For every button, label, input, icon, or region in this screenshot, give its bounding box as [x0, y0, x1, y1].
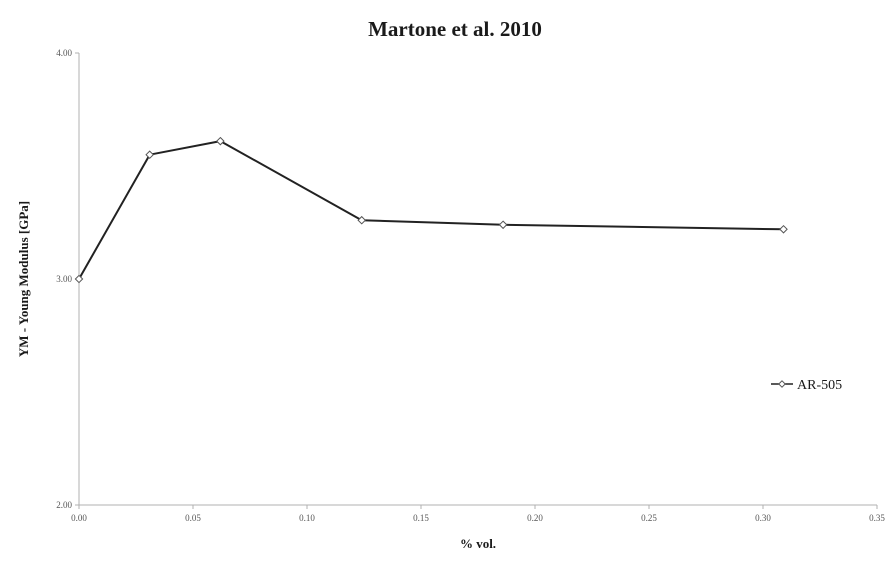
- x-axis-ticks: 0.00 0.05 0.10 0.15 0.20 0.25 0.30 0.35: [71, 505, 885, 523]
- axes: [78, 53, 877, 506]
- x-tick-label: 0.20: [527, 513, 543, 523]
- data-point: [74, 274, 84, 284]
- legend-marker-swatch: [778, 380, 786, 388]
- y-axis-label: YM - Young Modulus [GPa]: [16, 201, 31, 357]
- x-tick-label: 0.00: [71, 513, 87, 523]
- data-point: [216, 136, 225, 146]
- y-tick-label: 2.00: [56, 500, 72, 510]
- data-point: [357, 215, 367, 225]
- legend-label: AR-505: [797, 378, 842, 393]
- x-tick-label: 0.35: [869, 513, 885, 523]
- y-tick-label: 3.00: [56, 274, 72, 284]
- data-point: [498, 220, 508, 230]
- x-tick-label: 0.30: [755, 513, 771, 523]
- x-tick-label: 0.05: [185, 513, 201, 523]
- x-tick-label: 0.25: [641, 513, 657, 523]
- x-tick-label: 0.10: [299, 513, 315, 523]
- data-point: [779, 224, 788, 234]
- series-line-ar-505: [78, 140, 784, 280]
- x-axis-label: % vol.: [460, 536, 496, 551]
- series-layer: [74, 136, 788, 284]
- x-tick-label: 0.15: [413, 513, 429, 523]
- legend: AR-505: [771, 378, 842, 393]
- y-tick-label: 4.00: [56, 48, 72, 58]
- data-point: [145, 150, 154, 160]
- chart-title: Martone et al. 2010: [368, 17, 542, 41]
